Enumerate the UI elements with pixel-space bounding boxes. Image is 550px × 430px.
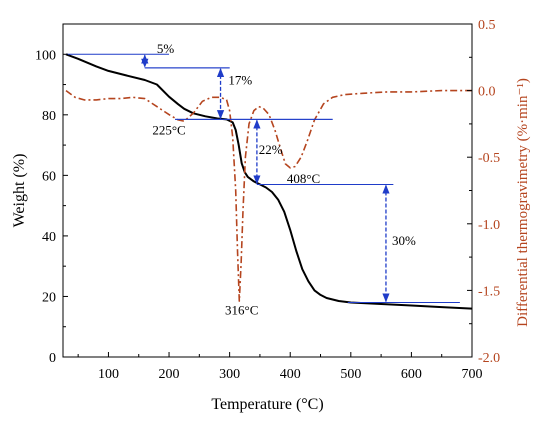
- y-left-tick-label: 100: [35, 48, 56, 63]
- step-guides: [66, 53, 460, 304]
- y-left-axis-title: Weight (%): [11, 154, 28, 228]
- y-left-tick-label: 20: [42, 290, 56, 305]
- y-right-tick-label: -1.0: [478, 218, 500, 233]
- step-1-label: 5%: [157, 41, 175, 56]
- y-right-axis-title: Differential thermogravimetry (%·min⁻¹): [515, 78, 531, 327]
- series-layer: [65, 53, 473, 310]
- tg-curve: [65, 53, 473, 310]
- dtg-curve: [65, 89, 472, 302]
- step-2-label: 17%: [228, 73, 252, 88]
- y-left-tick-label: 60: [42, 169, 56, 184]
- y-left-tick-label: 40: [42, 230, 56, 245]
- y-right-tick-label: -0.5: [478, 151, 500, 166]
- axes: [62, 23, 473, 358]
- y-right-tick-label: 0.0: [478, 85, 496, 100]
- y-left-tick-label: 80: [42, 109, 56, 124]
- y-right-tick-label: -2.0: [478, 351, 500, 366]
- step-3-label: 22%: [259, 142, 283, 157]
- y-left-tick-label: 0: [49, 351, 56, 366]
- x-tick-label: 500: [340, 367, 361, 382]
- x-axis-title: Temperature (°C): [211, 396, 323, 413]
- x-tick-label: 600: [401, 367, 422, 382]
- x-tick-label: 700: [462, 367, 483, 382]
- x-tick-label: 100: [98, 367, 119, 382]
- step-4-label: 30%: [392, 233, 416, 248]
- x-tick-label: 200: [159, 367, 180, 382]
- x-tick-label: 400: [280, 367, 301, 382]
- peak-label-1: 225°C: [152, 122, 185, 137]
- peak-label-3: 408°C: [287, 171, 320, 186]
- x-tick-label: 300: [219, 367, 240, 382]
- peak-label-2: 316°C: [225, 303, 258, 318]
- y-right-tick-label: -1.5: [478, 284, 500, 299]
- y-right-tick-label: 0.5: [478, 18, 496, 33]
